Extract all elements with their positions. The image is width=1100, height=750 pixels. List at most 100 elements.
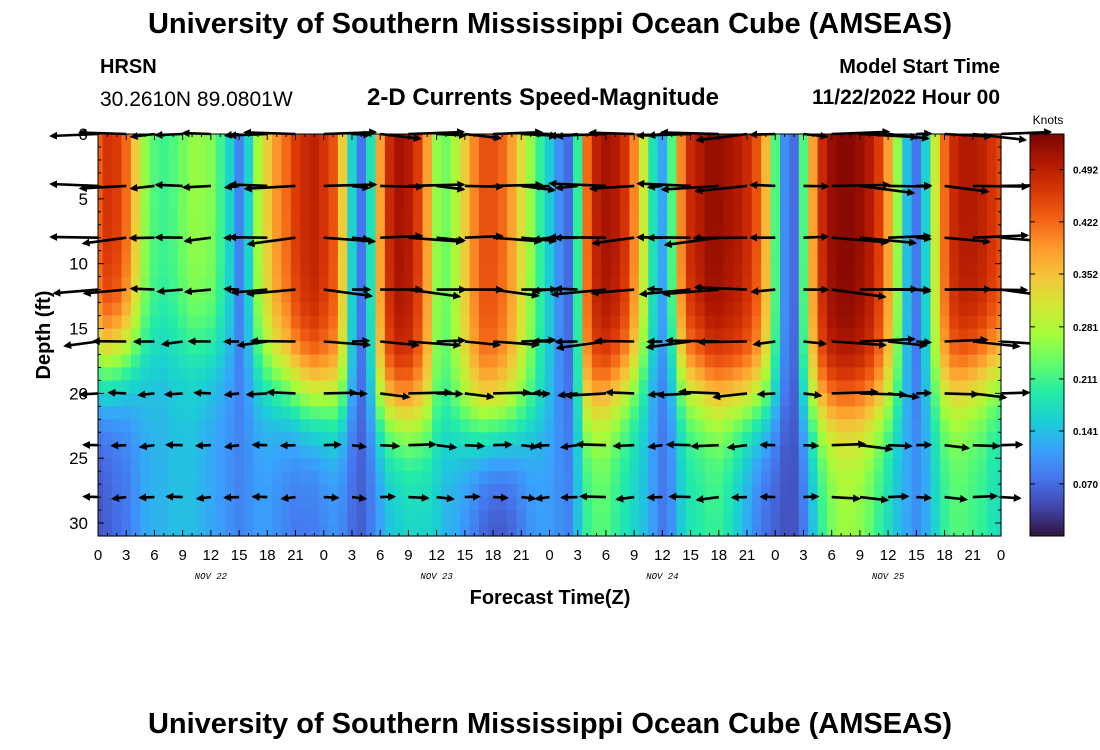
heatmap-cell	[629, 354, 640, 369]
heatmap-cell	[535, 354, 546, 369]
heatmap-cell	[187, 497, 198, 511]
heatmap-cell	[488, 328, 499, 343]
heatmap-cell	[375, 237, 386, 252]
heatmap-cell	[168, 523, 179, 537]
heatmap-cell	[892, 393, 903, 407]
heatmap-cell	[422, 497, 433, 511]
heatmap-cell	[573, 497, 584, 511]
heatmap-cell	[403, 341, 414, 356]
heatmap-cell	[977, 406, 988, 420]
heatmap-cell	[281, 393, 292, 407]
heatmap-cell	[347, 211, 358, 226]
current-arrow	[944, 236, 992, 246]
heatmap-cell	[939, 198, 950, 213]
heatmap-cell	[657, 445, 668, 459]
heatmap-cell	[243, 276, 254, 291]
heatmap-cell	[413, 302, 424, 317]
heatmap-cell	[243, 302, 254, 317]
heatmap-cell	[403, 315, 414, 330]
heatmap-cell	[968, 380, 979, 394]
heatmap-cell	[761, 497, 772, 511]
heatmap-cell	[497, 289, 508, 304]
heatmap-cell	[610, 523, 621, 537]
heatmap-cell	[121, 341, 132, 356]
heatmap-cell	[168, 393, 179, 407]
heatmap-cell	[629, 302, 640, 317]
heatmap-cell	[497, 393, 508, 407]
heatmap-cell	[676, 406, 687, 420]
heatmap-cell	[714, 159, 725, 174]
heatmap-cell	[507, 393, 518, 407]
heatmap-cell	[591, 159, 602, 174]
heatmap-cell	[431, 432, 442, 446]
heatmap-cell	[695, 172, 706, 187]
heatmap-cell	[159, 341, 170, 356]
heatmap-cell	[601, 250, 612, 265]
heatmap-cell	[601, 263, 612, 278]
heatmap-cell	[98, 172, 104, 187]
heatmap-cell	[921, 263, 932, 278]
heatmap-cell	[450, 458, 461, 472]
heatmap-cell	[149, 380, 160, 394]
heatmap-cell	[121, 419, 132, 433]
heatmap-cell	[394, 315, 405, 330]
heatmap-cell	[262, 224, 273, 239]
heatmap-cell	[187, 419, 198, 433]
heatmap-cell	[497, 432, 508, 446]
heatmap-cell	[159, 510, 170, 524]
heatmap-cell	[525, 484, 536, 498]
heatmap-cell	[300, 341, 311, 356]
heatmap-cell	[441, 315, 452, 330]
heatmap-cell	[328, 146, 339, 161]
heatmap-cell	[112, 185, 123, 200]
heatmap-cell	[874, 302, 885, 317]
heatmap-cell	[309, 406, 320, 420]
heatmap-cell	[431, 198, 442, 213]
current-arrow	[110, 441, 127, 450]
date-label: NOV 22	[195, 572, 228, 582]
heatmap-cell	[319, 393, 330, 407]
current-arrow	[49, 233, 99, 242]
heatmap-cell	[366, 406, 377, 420]
heatmap-cell	[290, 484, 301, 498]
heatmap-cell	[460, 419, 471, 433]
heatmap-cell	[874, 276, 885, 291]
heatmap-cell	[808, 146, 819, 161]
heatmap-cell	[253, 250, 264, 265]
heatmap-cell	[272, 211, 283, 226]
heatmap-cell	[262, 393, 273, 407]
heatmap-cell	[826, 445, 837, 459]
heatmap-cell	[892, 497, 903, 511]
heatmap-cell	[563, 354, 574, 369]
heatmap-cell	[554, 328, 565, 343]
heatmap-cell	[591, 134, 602, 148]
heatmap-cell	[177, 185, 188, 200]
heatmap-cell	[902, 367, 913, 381]
heatmap-cell	[290, 211, 301, 226]
heatmap-cell	[667, 159, 678, 174]
heatmap-cell	[102, 250, 113, 265]
heatmap-cell	[620, 134, 631, 148]
heatmap-cell	[648, 302, 659, 317]
heatmap-cell	[958, 211, 969, 226]
heatmap-cell	[930, 471, 941, 485]
heatmap-cell	[535, 380, 546, 394]
heatmap-cell	[911, 159, 922, 174]
heatmap-cell	[356, 484, 367, 498]
heatmap-cell	[638, 289, 649, 304]
heatmap-cell	[874, 445, 885, 459]
heatmap-cell	[206, 198, 217, 213]
heatmap-cell	[224, 237, 235, 252]
heatmap-cell	[864, 406, 875, 420]
heatmap-cell	[930, 406, 941, 420]
heatmap-cell	[366, 471, 377, 485]
heatmap-cell	[177, 237, 188, 252]
heatmap-cell	[554, 523, 565, 537]
heatmap-cell	[441, 250, 452, 265]
heatmap-cell	[638, 497, 649, 511]
heatmap-cell	[798, 276, 809, 291]
heatmap-cell	[610, 354, 621, 369]
heatmap-cell	[591, 484, 602, 498]
heatmap-cell	[262, 341, 273, 356]
heatmap-cell	[601, 224, 612, 239]
